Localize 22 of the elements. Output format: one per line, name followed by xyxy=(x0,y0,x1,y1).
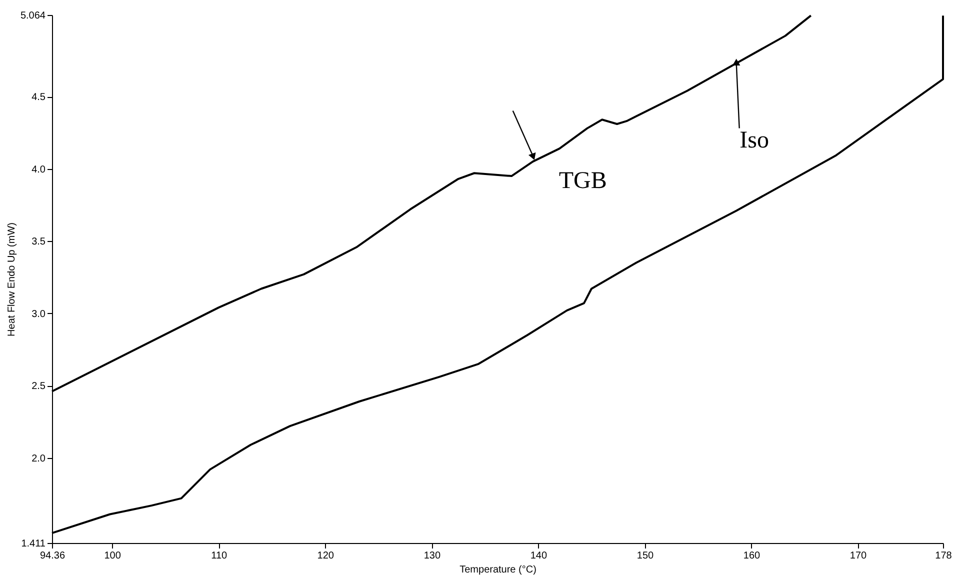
y-tick-label: 2.0 xyxy=(32,453,46,464)
y-axis-title: Heat Flow Endo Up (mW) xyxy=(6,222,18,336)
y-tick-label: 2.5 xyxy=(32,381,46,392)
x-axis-title: Temperature (°C) xyxy=(460,564,536,576)
x-tick-label: 94.36 xyxy=(40,550,66,562)
x-tick-label: 160 xyxy=(743,550,761,562)
y-tick-label: 4.5 xyxy=(32,92,46,104)
x-tick-label: 150 xyxy=(636,550,654,562)
x-tick-label: 130 xyxy=(424,550,441,562)
x-tick-label: 100 xyxy=(104,550,122,562)
x-tick-label: 170 xyxy=(850,550,868,562)
annotation: Iso xyxy=(740,127,770,154)
x-tick-label: 178 xyxy=(935,550,952,562)
y-tick-label: 5.064 xyxy=(20,10,46,22)
y-tick-label: 4.0 xyxy=(32,164,46,176)
x-tick-label: 140 xyxy=(530,550,548,562)
annotation: TGB xyxy=(558,168,607,194)
x-tick-label: 120 xyxy=(317,550,334,562)
x-tick-label: 110 xyxy=(211,550,228,562)
y-tick-label: 3.5 xyxy=(32,236,46,248)
y-tick-label: 3.0 xyxy=(32,308,46,320)
y-tick-label: 1.411 xyxy=(21,538,46,550)
